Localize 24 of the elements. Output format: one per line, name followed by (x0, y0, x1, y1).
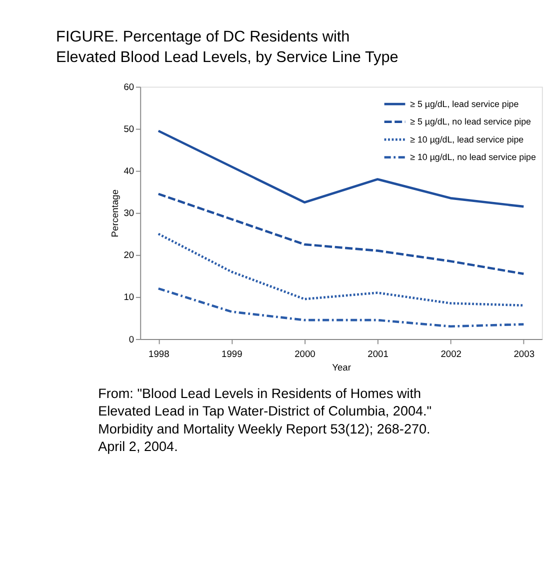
y-tick-label: 20 (124, 250, 134, 260)
text: From: "Blood Lead Levels in Residents of Homes with Elevated Lead in Tap Water-District of Columbia, 2004." Morbidity and Mortality Weekly Report 53(12); 268-270. April 2, 2004. (98, 386, 432, 454)
legend-label: ≥ 5 µg/dL, lead service pipe (410, 98, 519, 109)
line-series (157, 287, 525, 328)
chart-title: FIGURE. Percentage of DC Residents with Elevated Blood Lead Levels, by Service Line Type (56, 28, 398, 66)
x-tick-label: 2000 (294, 349, 316, 360)
x-tick-label: 2003 (514, 349, 535, 360)
y-tick-label: 10 (124, 292, 134, 302)
legend-label: ≥ 5 µg/dL, no lead service pipe (410, 116, 532, 127)
legend-label: ≥ 10 µg/dL, lead service pipe (410, 134, 524, 144)
y-tick-label: 30 (124, 208, 134, 218)
x-tick-label: 2002 (440, 349, 462, 360)
y-tick-label: 0 (128, 334, 134, 344)
x-tick-label: 2001 (368, 349, 388, 360)
line-series (157, 232, 525, 307)
legend-label: ≥ 10 µg/dL, no lead service pipe (410, 152, 536, 162)
x-tick-label: 1998 (148, 349, 170, 360)
line-series (157, 192, 525, 276)
y-tick-label: 60 (124, 82, 134, 92)
x-axis-title: Year (332, 362, 351, 372)
x-tick-label: 1999 (222, 349, 242, 360)
y-tick-label: 50 (124, 124, 134, 134)
y-tick-label: 40 (124, 166, 134, 176)
y-axis-title: Percentage (110, 189, 120, 238)
